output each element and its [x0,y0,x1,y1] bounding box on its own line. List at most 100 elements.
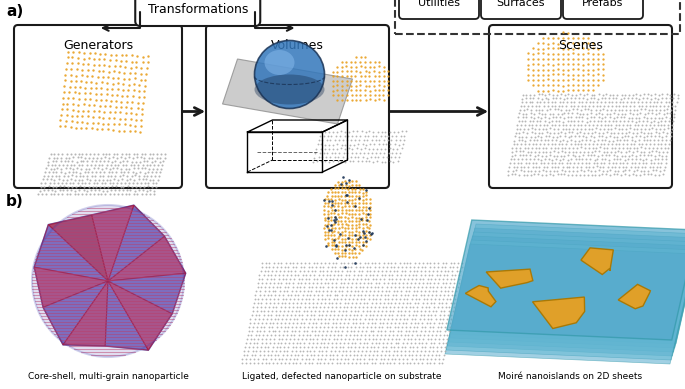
Point [595,141,606,147]
Point [573,56,584,62]
Point [308,340,319,346]
Point [48,155,59,161]
Point [417,280,428,286]
Point [336,145,347,151]
Point [411,292,422,298]
Point [299,340,310,346]
Point [423,308,434,314]
Point [433,280,444,286]
Point [275,340,286,346]
Point [332,73,342,79]
Point [335,133,346,139]
Point [356,312,366,318]
Point [580,164,591,170]
Point [351,276,362,282]
Point [78,50,89,56]
Point [534,168,545,174]
Point [265,356,276,362]
Point [299,280,310,286]
Point [95,102,105,109]
Point [249,340,260,347]
Point [69,191,80,197]
Point [139,88,150,94]
Point [338,348,349,354]
Point [249,320,260,326]
Point [419,328,430,334]
Point [337,308,348,314]
Point [329,214,340,220]
Ellipse shape [255,75,325,105]
Point [386,315,397,322]
Point [292,260,303,266]
Point [664,137,675,143]
Point [351,254,362,260]
Point [404,344,415,350]
Point [312,356,323,362]
Point [533,50,544,56]
Point [362,324,373,330]
Point [569,99,580,105]
Point [261,336,272,342]
Point [260,296,271,302]
Point [562,160,573,166]
Point [263,328,274,334]
Point [343,242,354,248]
Point [563,91,574,98]
Point [75,183,86,189]
Point [302,324,313,330]
Point [523,66,534,72]
Point [563,172,574,178]
Point [307,360,318,366]
Point [527,61,538,67]
Point [665,129,676,135]
Point [350,203,361,209]
Point [506,152,517,159]
Point [88,165,99,172]
Point [395,308,406,314]
Point [351,63,362,70]
Point [562,114,573,121]
Point [86,158,97,164]
Point [337,239,348,245]
Point [612,168,623,174]
Point [558,88,569,94]
Point [318,307,329,314]
Point [383,133,394,139]
Point [384,332,395,338]
Point [573,133,584,139]
Point [284,300,295,306]
Point [354,280,365,286]
Point [91,180,102,186]
Point [133,176,144,182]
Point [368,328,379,335]
Point [84,165,95,172]
Point [658,149,669,155]
Point [433,259,444,266]
Point [256,324,267,330]
Point [278,328,289,334]
Point [399,312,410,319]
Point [397,141,408,147]
Point [99,51,110,57]
Point [363,211,374,217]
Point [350,228,361,235]
Point [292,316,303,322]
Point [277,276,288,282]
Point [312,158,323,165]
Point [340,243,351,249]
Point [641,95,652,102]
Point [238,348,249,354]
Point [584,156,595,163]
Point [429,340,440,346]
Point [253,316,264,322]
Point [354,259,365,266]
Point [295,340,306,346]
Point [334,340,345,346]
Point [330,242,341,248]
Point [402,340,413,347]
Point [597,95,608,102]
Point [378,87,389,93]
Point [531,160,542,166]
Point [513,114,524,121]
Point [565,118,576,124]
